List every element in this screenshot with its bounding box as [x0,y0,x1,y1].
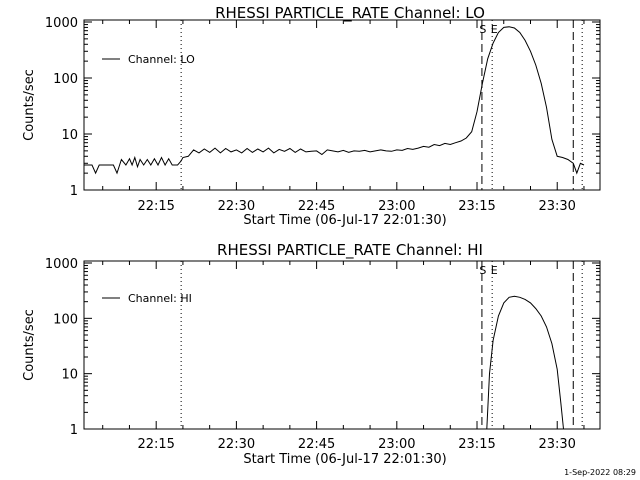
y-tick-label: 100 [53,72,78,87]
y-tick-label: 100 [53,312,78,327]
series-line [84,26,585,175]
x-tick-label: 23:00 [378,199,415,214]
x-tick-label: 23:15 [458,437,495,452]
plot-frame [83,260,601,430]
x-tick-label: 22:15 [137,437,174,452]
y-tick-label: 1000 [45,16,78,31]
y-tick-label: 10 [61,128,78,143]
legend-label: Channel: LO [128,53,195,66]
chart-panel-hi: RHESSI PARTICLE_RATE Channel: HI Counts/s… [22,241,601,467]
chart-title: RHESSI PARTICLE_RATE Channel: LO [215,4,485,23]
plot-frame [83,19,601,191]
footer-timestamp: 1-Sep-2022 08:29 [564,468,636,477]
x-tick-label: 22:30 [218,199,255,214]
x-axis-label: Start Time (06-Jul-17 22:01:30) [243,452,446,467]
y-tick-label: 1 [70,423,78,438]
marker-label: S [479,23,486,36]
x-tick-label: 22:45 [298,437,335,452]
marker-label: S [479,264,486,277]
x-tick-label: 23:30 [538,199,575,214]
marker-label: E [491,23,498,36]
legend-label: Channel: HI [128,292,192,305]
x-tick-label: 23:00 [378,437,415,452]
x-tick-label: 22:45 [298,199,335,214]
chart-panel-lo: RHESSI PARTICLE_RATE Channel: LO Counts/s… [22,4,601,228]
y-tick-label: 10 [61,368,78,383]
y-tick-label: 1000 [45,257,78,272]
series-line [486,295,564,430]
y-tick-label: 1 [70,184,78,199]
x-axis-label: Start Time (06-Jul-17 22:01:30) [243,213,446,228]
x-tick-label: 22:15 [137,199,174,214]
x-tick-label: 22:30 [218,437,255,452]
chart-title: RHESSI PARTICLE_RATE Channel: HI [217,241,483,260]
y-axis-label: Counts/sec [22,309,37,381]
marker-label: E [491,264,498,277]
y-axis-label: Counts/sec [22,69,37,141]
x-tick-label: 23:30 [538,437,575,452]
x-tick-label: 23:15 [458,199,495,214]
